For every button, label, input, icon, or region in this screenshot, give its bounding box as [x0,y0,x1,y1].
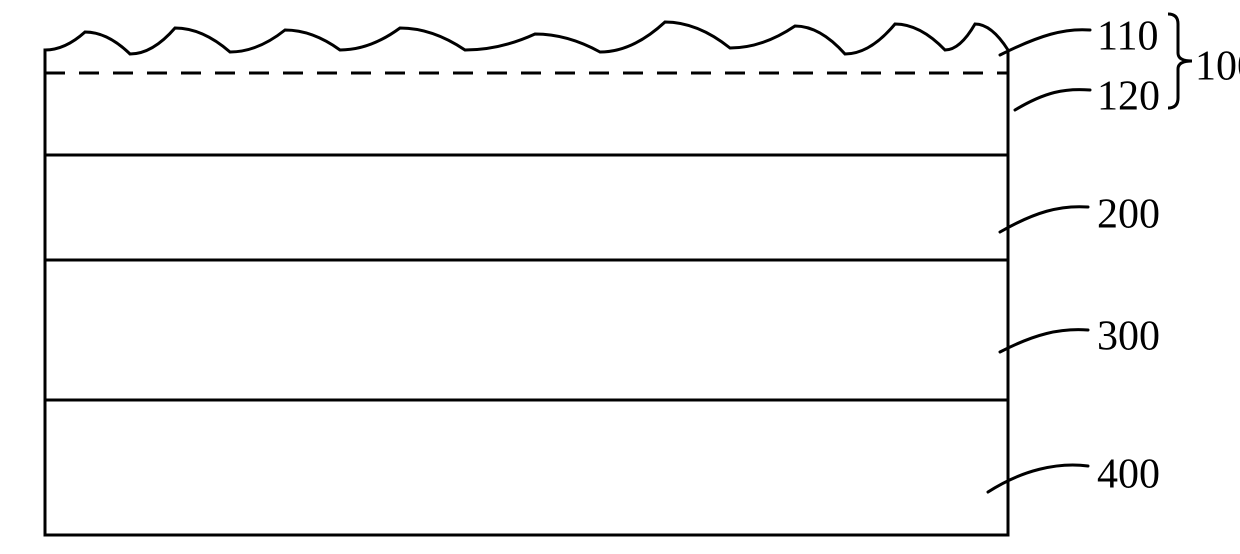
label-l200: 200 [1097,192,1160,238]
layer-stack-outline [45,22,1008,535]
label-l300: 300 [1097,314,1160,360]
lead-c300 [1000,330,1088,352]
label-l400: 400 [1097,452,1160,498]
brace-100 [1168,14,1192,108]
label-group100: 100 [1195,44,1240,90]
lead-c110 [1000,30,1090,55]
label-l110: 110 [1097,14,1158,60]
lead-c200 [1000,207,1088,232]
lead-c120 [1015,90,1090,110]
label-l120: 120 [1097,74,1160,120]
